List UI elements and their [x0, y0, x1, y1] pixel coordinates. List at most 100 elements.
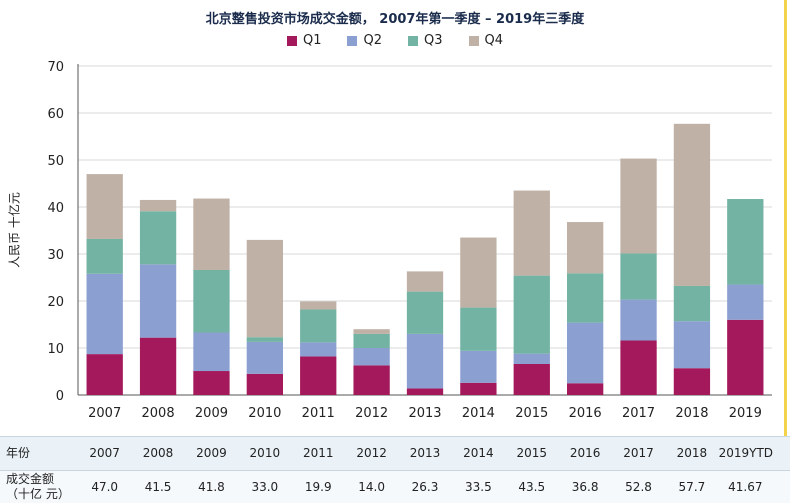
bar-segment-q3	[460, 307, 497, 351]
x-tick-label: 2011	[302, 406, 335, 421]
bar-segment-q2	[139, 264, 177, 338]
bar-segment-q1	[86, 354, 123, 395]
table-total-cell: 47.0	[91, 480, 119, 494]
bar-segment-q2	[567, 322, 604, 384]
table-year-cell: 2013	[409, 446, 441, 460]
legend-item: Q1	[286, 33, 322, 48]
x-tick-label: 2019	[729, 406, 762, 421]
table-year-cell: 2014	[463, 446, 494, 460]
bar-segment-q1	[193, 371, 230, 395]
table-year-cell: 2019YTD	[718, 446, 774, 460]
legend-swatch	[468, 35, 479, 46]
table-year-cell: 2008	[142, 446, 174, 460]
legend-label: Q1	[302, 33, 322, 48]
table-total-cell: 41.67	[728, 480, 763, 494]
table-year-cell: 2017	[623, 446, 654, 460]
x-tick-label: 2009	[195, 406, 228, 421]
bar-segment-q4	[567, 222, 604, 274]
y-tick-label: 0	[56, 389, 64, 404]
table-total-cell: 43.5	[518, 480, 546, 494]
x-tick-label: 2007	[88, 406, 121, 421]
x-tick-label: 2013	[408, 406, 441, 421]
bar-segment-q2	[300, 342, 337, 357]
x-tick-label: 2014	[462, 406, 495, 421]
legend-swatch	[347, 35, 358, 46]
x-tick-label: 2015	[515, 406, 548, 421]
bar-segment-q2	[513, 353, 550, 364]
bar-segment-q2	[620, 299, 657, 341]
table-year-cell: 2015	[516, 446, 548, 460]
y-tick-label: 40	[47, 201, 64, 216]
y-tick-label: 60	[47, 107, 64, 122]
table-year-cell: 2016	[569, 446, 601, 460]
bar-segment-q2	[353, 348, 390, 366]
bar-segment-q1	[300, 356, 337, 395]
bar-segment-q3	[567, 273, 604, 323]
table-total-cell: 19.9	[304, 480, 332, 494]
y-tick-label: 30	[47, 248, 64, 263]
legend-swatch	[408, 35, 418, 46]
y-tick-label: 50	[47, 154, 64, 169]
bar-segment-q3	[246, 337, 283, 342]
table-year-cell: 2010	[249, 446, 281, 460]
bar-segment-q3	[620, 253, 657, 300]
table-total-cell: 57.7	[678, 480, 706, 494]
table-header-row: 年份 2007 2008 2009 2010 2011 2012 2013 2014 2015 2…	[0, 437, 790, 469]
bar-segment-q4	[460, 237, 497, 308]
bar-segment-q2	[673, 321, 711, 369]
y-tick-label: 10	[47, 342, 64, 357]
bar-segment-q4	[139, 199, 177, 212]
x-tick-label: 2012	[355, 406, 388, 421]
bar-segment-q1	[246, 373, 283, 395]
table-header-label: 年份	[6, 446, 31, 460]
legend-label: Q4	[484, 33, 504, 48]
table-total-cell: 36.8	[571, 480, 599, 494]
bar-segment-q4	[300, 301, 337, 310]
bar-segment-q3	[513, 275, 550, 354]
bar-segment-q2	[86, 273, 123, 355]
y-tick-label: 20	[47, 295, 64, 310]
chart-legend: Q1 Q2 Q3 Q4	[0, 33, 790, 48]
legend-item: Q3	[408, 33, 443, 48]
x-tick-label: 2018	[675, 406, 708, 421]
bar-segment-q3	[727, 199, 764, 285]
table-value-row: 成交金额 （十亿 元） 47.0 41.5 41.8 33.0 19.9 14.0 26.3…	[0, 470, 790, 503]
bar-segment-q2	[193, 332, 230, 372]
bar-segment-q1	[406, 388, 444, 395]
legend-item: Q4	[468, 33, 504, 48]
table-total-cell: 14.0	[358, 480, 385, 494]
x-tick-label: 2017	[622, 406, 655, 421]
table-total-cell: 33.0	[251, 480, 279, 494]
table-year-cell: 2011	[302, 446, 334, 460]
bar-segment-q1	[353, 365, 390, 395]
table-total-cell: 41.8	[198, 480, 225, 494]
table-year-cell: 2007	[89, 446, 120, 460]
bar-segment-q1	[673, 368, 711, 395]
chart-title: 北京整售投资市场成交金额， 2007年第一季度 – 2019年三季度	[205, 12, 585, 27]
y-tick-label: 70	[47, 60, 64, 75]
table-total-cell: 41.5	[144, 480, 172, 494]
table-value-label-line1: 成交金额	[6, 472, 55, 486]
table-value-label-line2: （十亿 元）	[6, 487, 70, 501]
x-tick-label: 2008	[142, 406, 175, 421]
bar-segment-q2	[406, 333, 444, 389]
bar-segment-q3	[353, 333, 390, 348]
table-total-cell: 33.5	[465, 480, 492, 494]
bar-segment-q4	[193, 198, 230, 270]
bar-segment-q3	[86, 238, 123, 274]
bar-segment-q4	[513, 190, 550, 276]
bar-segment-q4	[673, 123, 711, 286]
bar-segment-q2	[727, 284, 764, 320]
legend-label: Q2	[363, 33, 382, 48]
bar-segment-q4	[86, 174, 123, 239]
legend-label: Q3	[424, 33, 443, 48]
bar-segment-q1	[567, 383, 604, 395]
bar-segment-q4	[246, 239, 283, 338]
bar-segment-q1	[513, 363, 550, 395]
bar-segment-q2	[460, 350, 497, 383]
table-year-cell: 2018	[676, 446, 708, 460]
stacked-bar-chart: 0 10 20 30 40 50 60 70 2007 2008 2009 2010 2011 2012 2…	[47, 60, 772, 421]
bar-segment-q4	[620, 158, 657, 254]
table-value-label: 成交金额 （十亿 元）	[0, 471, 76, 504]
bar-segment-q3	[673, 285, 711, 322]
